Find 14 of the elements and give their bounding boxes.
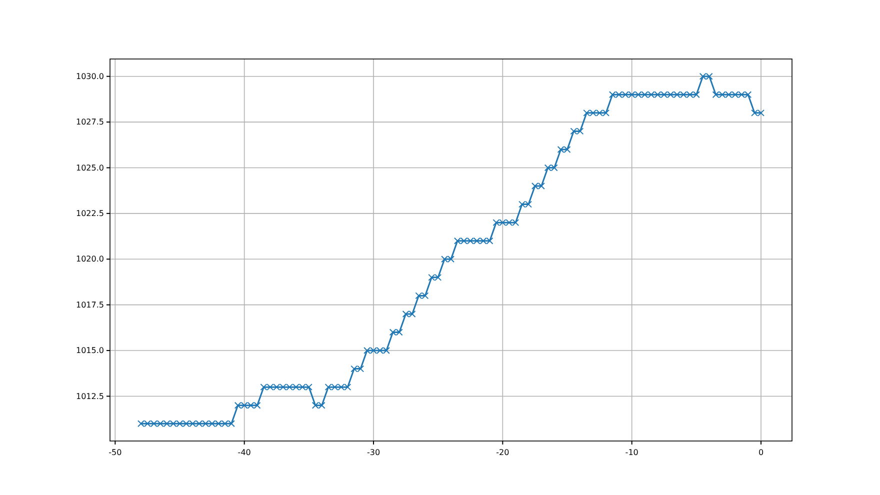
y-tick-label: 1020.0 bbox=[76, 254, 104, 264]
y-tick-label: 1025.0 bbox=[76, 163, 104, 172]
x-tick-label: -40 bbox=[238, 448, 251, 457]
y-tick-label: 1017.5 bbox=[76, 300, 104, 310]
y-tick-label: 1027.5 bbox=[76, 118, 104, 127]
y-tick-label: 1015.0 bbox=[76, 346, 104, 356]
y-tick-label: 1030.0 bbox=[76, 72, 104, 81]
x-tick-label: -50 bbox=[108, 448, 122, 457]
y-tick-label: 1022.5 bbox=[76, 209, 104, 218]
x-tick-label: -30 bbox=[366, 448, 380, 457]
x-tick-label: -20 bbox=[496, 448, 510, 457]
y-tick-label: 1012.5 bbox=[76, 392, 104, 401]
x-tick-label: -10 bbox=[625, 448, 638, 457]
x-tick-label: 0 bbox=[758, 448, 764, 457]
